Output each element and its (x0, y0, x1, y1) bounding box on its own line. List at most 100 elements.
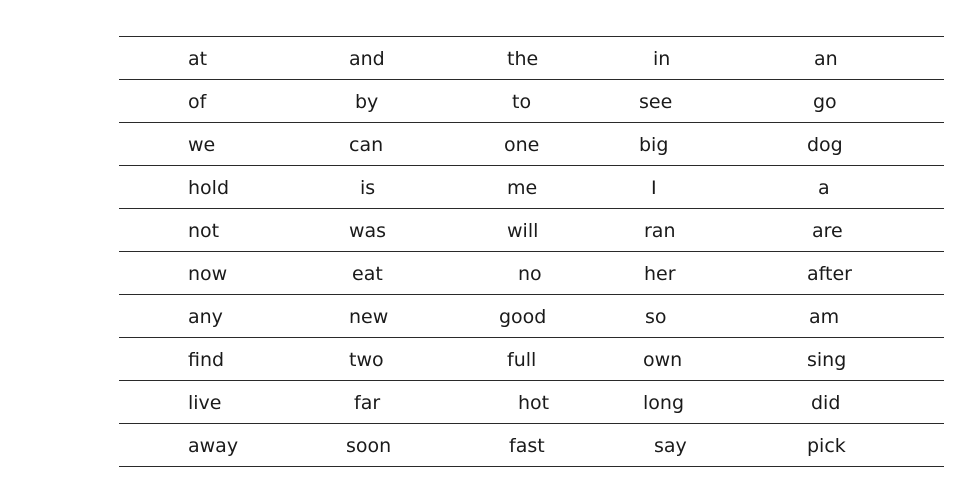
word-cell: the (449, 37, 614, 80)
word-text: eat (352, 263, 383, 285)
word-cell: was (284, 209, 449, 252)
word-cell: hot (449, 381, 614, 424)
word-cell: now (119, 252, 284, 295)
word-text: go (813, 91, 837, 113)
word-row: of by to see go (119, 79, 944, 123)
word-text: in (653, 48, 671, 70)
word-cell: eat (284, 252, 449, 295)
word-cell: is (284, 166, 449, 209)
word-text: can (349, 134, 384, 156)
word-text: to (512, 91, 532, 113)
word-text: away (188, 435, 239, 457)
word-text: ran (644, 220, 676, 242)
word-cell: dog (779, 123, 944, 166)
word-cell: good (449, 295, 614, 338)
word-cell: soon (284, 424, 449, 467)
word-cell: her (614, 252, 779, 295)
word-cell: are (779, 209, 944, 252)
word-text: the (507, 48, 539, 70)
word-cell: new (284, 295, 449, 338)
word-cell: so (614, 295, 779, 338)
word-text: at (188, 48, 208, 70)
word-cell: by (284, 80, 449, 123)
word-cell: pick (779, 424, 944, 467)
word-cell: am (779, 295, 944, 338)
word-text: soon (346, 435, 392, 457)
word-text: fast (509, 435, 545, 457)
word-text: dog (807, 134, 843, 156)
word-text: live (188, 392, 222, 414)
word-text: hot (518, 392, 550, 414)
word-cell: go (779, 80, 944, 123)
word-cell: two (284, 338, 449, 381)
word-cell: a (779, 166, 944, 209)
word-text: say (654, 435, 687, 457)
word-text: a (818, 177, 830, 199)
word-text: new (349, 306, 389, 328)
word-text: did (811, 392, 841, 414)
word-text: am (809, 306, 840, 328)
word-cell: full (449, 338, 614, 381)
word-cell: I (614, 166, 779, 209)
word-row: we can one big dog (119, 122, 944, 166)
word-cell: far (284, 381, 449, 424)
word-text: are (812, 220, 843, 242)
word-text: her (644, 263, 676, 285)
word-text: sing (807, 349, 847, 371)
word-cell: say (614, 424, 779, 467)
word-text: an (814, 48, 838, 70)
word-cell: to (449, 80, 614, 123)
word-text: find (188, 349, 225, 371)
word-cell: did (779, 381, 944, 424)
word-cell: can (284, 123, 449, 166)
word-cell: live (119, 381, 284, 424)
word-cell: me (449, 166, 614, 209)
word-cell: see (614, 80, 779, 123)
word-text: full (507, 349, 537, 371)
word-text: and (349, 48, 385, 70)
word-cell: at (119, 37, 284, 80)
word-text: now (188, 263, 228, 285)
word-text: will (507, 220, 539, 242)
word-text: long (643, 392, 685, 414)
word-row: now eat no her after (119, 251, 944, 295)
word-row: live far hot long did (119, 380, 944, 424)
word-text: by (355, 91, 379, 113)
word-cell: own (614, 338, 779, 381)
word-text: me (507, 177, 538, 199)
word-text: I (651, 177, 657, 199)
word-cell: fast (449, 424, 614, 467)
word-cell: in (614, 37, 779, 80)
word-cell: ran (614, 209, 779, 252)
word-text: one (504, 134, 540, 156)
word-text: two (349, 349, 384, 371)
word-text: far (354, 392, 381, 414)
word-text: any (188, 306, 223, 328)
word-text: so (645, 306, 667, 328)
word-row: any new good so am (119, 294, 944, 338)
word-text: big (639, 134, 669, 156)
word-cell: no (449, 252, 614, 295)
word-text: own (643, 349, 683, 371)
word-text: after (807, 263, 852, 285)
word-text: hold (188, 177, 230, 199)
word-cell: an (779, 37, 944, 80)
word-cell: will (449, 209, 614, 252)
word-cell: and (284, 37, 449, 80)
word-cell: we (119, 123, 284, 166)
word-row: away soon fast say pick (119, 423, 944, 467)
word-cell: big (614, 123, 779, 166)
word-text: of (188, 91, 207, 113)
word-text: good (499, 306, 547, 328)
word-row: find two full own sing (119, 337, 944, 381)
word-text: we (188, 134, 216, 156)
word-cell: of (119, 80, 284, 123)
word-table-body: at and the in an of by to see go we can one big dog hol… (119, 36, 944, 467)
word-cell: sing (779, 338, 944, 381)
word-text: pick (807, 435, 846, 457)
sight-word-table: at and the in an of by to see go we can one big dog hol… (119, 36, 944, 467)
word-text: no (518, 263, 542, 285)
word-row: not was will ran are (119, 208, 944, 252)
word-cell: one (449, 123, 614, 166)
